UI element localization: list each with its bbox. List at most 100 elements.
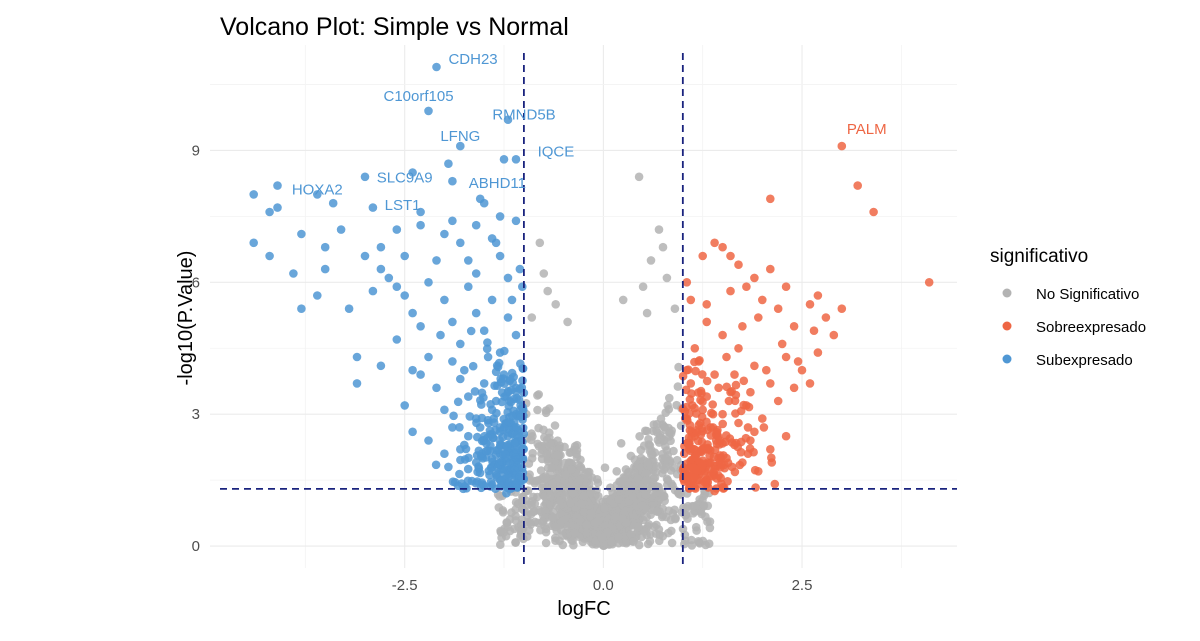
point-subexpresado — [468, 361, 478, 371]
point-subexpresado — [483, 352, 493, 362]
point-subexpresado — [265, 207, 274, 217]
gene-label: C10orf105 — [384, 88, 454, 105]
point-no-significativo — [587, 473, 597, 482]
point-subexpresado — [483, 338, 492, 347]
point-no-significativo — [511, 505, 520, 514]
point-no-significativo — [614, 495, 623, 504]
point-no-significativo — [618, 295, 628, 305]
point-no-significativo — [661, 462, 671, 472]
point-sobreexpresado — [679, 449, 689, 459]
point-no-significativo — [673, 382, 683, 391]
point-sobreexpresado — [742, 282, 751, 292]
point-subexpresado — [273, 181, 282, 190]
point-sobreexpresado — [750, 361, 759, 371]
point-no-significativo — [667, 538, 677, 548]
point-sobreexpresado — [924, 278, 934, 287]
point-no-significativo — [647, 450, 656, 460]
point-subexpresado — [512, 479, 522, 489]
point-subexpresado — [516, 405, 525, 415]
point-sobreexpresado — [746, 387, 755, 397]
point-sobreexpresado — [710, 464, 720, 474]
point-sobreexpresado — [773, 396, 783, 406]
point-sobreexpresado — [731, 438, 741, 448]
gene-labels: CDH23 C10orf105 RMND5B LFNG IQCE SLC9A9 ABHD11… — [292, 51, 887, 214]
point-no-significativo — [672, 400, 681, 410]
point-sobreexpresado — [713, 425, 722, 435]
point-no-significativo — [663, 476, 673, 485]
point-no-significativo — [652, 507, 662, 516]
point-subexpresado — [352, 352, 362, 362]
point-subexpresado — [518, 444, 528, 453]
point-sobreexpresado — [692, 466, 702, 475]
point-no-significativo — [701, 540, 710, 550]
point-subexpresado — [455, 469, 464, 479]
point-subexpresado — [486, 477, 496, 487]
y-tick-label: 9 — [192, 142, 200, 159]
point-subexpresado — [515, 264, 525, 274]
point-sobreexpresado — [797, 365, 807, 375]
point-subexpresado — [360, 251, 370, 261]
point-no-significativo — [560, 458, 570, 468]
point-subexpresado — [249, 190, 258, 199]
point-sobreexpresado — [781, 282, 791, 292]
point-sobreexpresado — [691, 426, 701, 435]
point-subexpresado — [500, 449, 510, 459]
point-no-significativo — [525, 518, 535, 527]
point-subexpresado — [473, 467, 482, 477]
point-subexpresado — [460, 455, 470, 464]
point-no-significativo — [548, 513, 558, 522]
point-sobreexpresado — [777, 339, 787, 349]
point-subexpresado — [486, 400, 495, 409]
legend-title: significativo — [990, 246, 1088, 267]
point-subexpresado — [416, 370, 425, 379]
point-subexpresado — [479, 326, 489, 336]
point-sobreexpresado — [762, 365, 771, 375]
point-sobreexpresado — [734, 344, 743, 353]
point-no-significativo — [566, 498, 575, 508]
point-no-significativo — [533, 391, 542, 400]
point-sobreexpresado — [710, 238, 719, 248]
point-sobreexpresado — [749, 447, 758, 457]
point-no-significativo — [661, 408, 670, 418]
point-subexpresado — [464, 392, 473, 401]
point-sobreexpresado — [690, 357, 699, 367]
point-no-significativo — [699, 501, 709, 510]
point-sobreexpresado — [736, 406, 746, 416]
point-no-significativo — [600, 463, 610, 473]
point-labeled-gene — [837, 141, 847, 151]
point-no-significativo — [655, 530, 664, 539]
point-no-significativo — [669, 463, 679, 473]
point-labeled-gene — [503, 115, 513, 124]
point-labeled-gene — [313, 190, 322, 199]
point-sobreexpresado — [758, 414, 767, 423]
legend-label: No Significativo — [1036, 286, 1139, 303]
point-subexpresado — [289, 269, 298, 278]
point-sobreexpresado — [730, 467, 740, 477]
point-labeled-gene — [424, 106, 433, 116]
point-subexpresado — [514, 395, 524, 405]
point-subexpresado — [502, 466, 512, 475]
point-no-significativo — [572, 449, 581, 459]
point-subexpresado — [424, 436, 433, 445]
point-subexpresado — [360, 172, 370, 182]
point-subexpresado — [492, 408, 501, 418]
point-no-significativo — [551, 300, 560, 309]
point-no-significativo — [593, 516, 603, 526]
y-tick-label: 0 — [192, 538, 200, 555]
point-no-significativo — [641, 490, 651, 500]
point-sobreexpresado — [789, 322, 799, 331]
point-no-significativo — [563, 317, 572, 327]
point-no-significativo — [614, 532, 623, 542]
point-subexpresado — [477, 400, 486, 409]
point-subexpresado — [424, 278, 433, 287]
point-sobreexpresado — [690, 344, 700, 353]
point-subexpresado — [376, 264, 386, 274]
legend-label: Subexpresado — [1036, 352, 1133, 369]
point-sobreexpresado — [698, 370, 707, 379]
point-subexpresado — [461, 444, 471, 454]
point-sobreexpresado — [678, 371, 688, 381]
point-no-significativo — [594, 491, 603, 501]
point-no-significativo — [579, 507, 589, 517]
point-no-significativo — [553, 450, 562, 460]
point-no-significativo — [510, 524, 519, 534]
